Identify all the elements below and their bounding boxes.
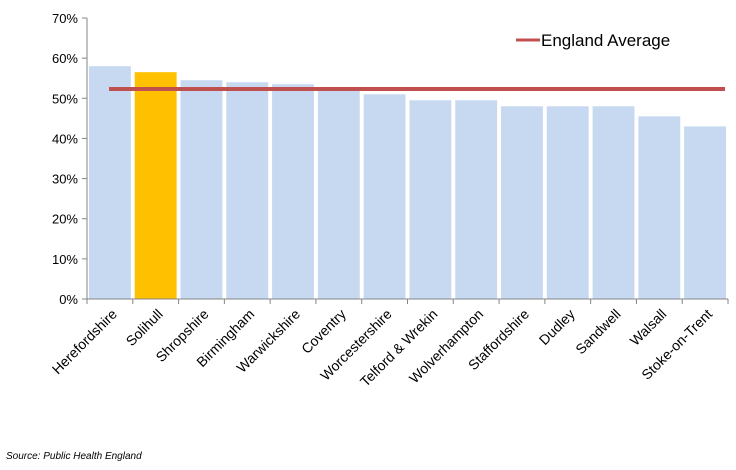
x-tick-label: Walsall bbox=[627, 306, 670, 349]
bar-staffordshire bbox=[501, 106, 543, 299]
x-tick-label: Telford & Wrekin bbox=[357, 306, 441, 390]
legend: England Average bbox=[516, 31, 670, 50]
bar-dudley bbox=[546, 106, 589, 299]
y-tick-label: 70% bbox=[52, 11, 78, 26]
bar-sandwell bbox=[592, 106, 635, 299]
legend-label: England Average bbox=[541, 31, 670, 50]
bar-herefordshire bbox=[88, 66, 131, 299]
y-tick-label: 20% bbox=[52, 212, 78, 227]
bar-coventry bbox=[317, 88, 360, 299]
y-tick-label: 50% bbox=[52, 91, 78, 106]
bar-wolverhampton bbox=[455, 100, 498, 299]
y-tick-label: 0% bbox=[59, 292, 78, 307]
bar-stoke-on-trent bbox=[684, 126, 727, 299]
bar-walsall bbox=[638, 116, 681, 299]
x-tick-label: Sandwell bbox=[572, 306, 623, 357]
bar-worcestershire bbox=[363, 94, 406, 300]
bar-solihull bbox=[134, 72, 177, 299]
source-text: Source: Public Health England bbox=[6, 451, 142, 462]
y-tick-label: 60% bbox=[52, 51, 78, 66]
bar-telford-wrekin bbox=[409, 100, 452, 299]
bar-birmingham bbox=[226, 82, 269, 299]
bars-layer bbox=[88, 66, 727, 300]
y-tick-label: 10% bbox=[52, 252, 78, 267]
x-tick-label: Herefordshire bbox=[49, 306, 120, 377]
y-tick-label: 30% bbox=[52, 172, 78, 187]
bar-warwickshire bbox=[272, 84, 314, 300]
y-tick-label: 40% bbox=[52, 131, 78, 146]
x-tick-label: Dudley bbox=[536, 306, 578, 348]
x-tick-label: Solihull bbox=[123, 306, 166, 349]
bar-shropshire bbox=[180, 80, 223, 299]
